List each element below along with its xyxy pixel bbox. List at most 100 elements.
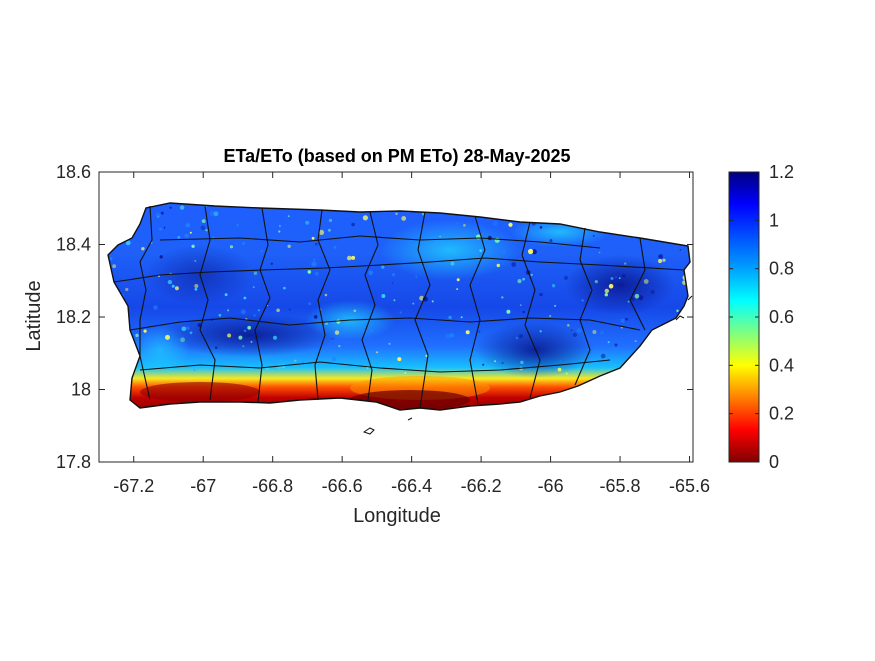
texture-speckle	[125, 240, 131, 246]
texture-speckle	[171, 284, 175, 288]
x-tick-label: -65.6	[669, 476, 710, 496]
texture-speckle	[576, 328, 582, 334]
y-tick-label: 18	[71, 380, 91, 400]
x-tick-label: -66.2	[461, 476, 502, 496]
texture-speckle	[362, 215, 368, 221]
texture-speckle	[631, 297, 635, 301]
texture-speckle	[333, 246, 337, 249]
texture-speckle	[530, 273, 533, 277]
texture-speckle	[608, 283, 614, 289]
texture-speckle	[283, 286, 286, 290]
texture-speckle	[314, 271, 319, 276]
offshore-islets	[362, 295, 693, 435]
texture-speckle	[549, 239, 553, 242]
texture-speckle	[460, 316, 463, 319]
texture-speckle	[181, 326, 187, 332]
texture-speckle	[594, 280, 598, 284]
texture-speckle	[334, 330, 340, 335]
texture-speckle	[391, 273, 396, 277]
texture-speckle	[465, 330, 470, 335]
texture-speckle	[135, 333, 139, 338]
texture-speckle	[260, 249, 264, 253]
texture-speckle	[224, 293, 228, 297]
texture-speckle	[557, 367, 562, 372]
texture-speckle	[676, 309, 679, 312]
texture-speckle	[482, 363, 485, 366]
texture-speckle	[496, 263, 500, 268]
texture-speckle	[247, 325, 252, 330]
texture-speckle	[456, 278, 460, 282]
texture-speckle	[307, 270, 312, 274]
texture-speckle	[242, 345, 245, 348]
texture-speckle	[518, 334, 524, 339]
texture-speckle	[511, 262, 517, 267]
colorbar-tick-label: 0.8	[769, 259, 794, 279]
texture-speckle	[479, 249, 483, 253]
y-axis-label: Latitude	[23, 280, 45, 351]
texture-speckle	[252, 286, 255, 288]
texture-speckle	[463, 224, 466, 227]
texture-speckle	[658, 254, 663, 259]
texture-speckle	[397, 357, 402, 362]
texture-speckle	[528, 248, 534, 255]
texture-speckle	[236, 223, 240, 227]
texture-speckle	[679, 249, 682, 251]
texture-speckle	[318, 229, 325, 235]
texture-speckle	[209, 211, 215, 216]
texture-speckle	[158, 275, 160, 278]
texture-speckle	[539, 330, 542, 333]
texture-speckle	[276, 308, 280, 313]
texture-speckle	[253, 314, 256, 317]
x-tick-label: -67	[190, 476, 216, 496]
texture-speckle	[600, 330, 604, 335]
texture-speckle	[381, 294, 386, 298]
texture-speckle	[287, 215, 290, 218]
texture-speckle	[313, 258, 316, 261]
texture-speckle	[662, 258, 666, 262]
texture-speckle	[604, 288, 609, 294]
x-tick-label: -67.2	[113, 476, 154, 496]
texture-speckle	[592, 234, 595, 237]
texture-speckle	[155, 212, 161, 218]
texture-speckle	[278, 230, 281, 233]
texture-speckle	[450, 261, 455, 266]
colorbar-tick-label: 1.2	[769, 162, 794, 182]
colorbar: 1.2 1 0.8 0.6 0.4 0.2 0	[728, 162, 794, 472]
texture-speckle	[153, 305, 158, 310]
x-axis-label: Longitude	[353, 505, 441, 527]
y-axis-ticks: 18.6 18.4 18.2 18 17.8	[56, 162, 693, 472]
texture-speckle	[125, 287, 129, 292]
texture-speckle	[559, 360, 562, 363]
texture-speckle	[185, 223, 191, 228]
texture-speckle	[218, 314, 222, 317]
texture-speckle	[241, 241, 245, 245]
texture-speckle	[625, 317, 628, 321]
texture-speckle	[193, 369, 196, 372]
texture-speckle	[368, 270, 374, 276]
texture-speckle	[112, 264, 116, 269]
texture-speckle	[634, 340, 637, 342]
texture-speckle	[634, 293, 640, 299]
texture-speckle	[531, 249, 537, 255]
texture-speckle	[551, 284, 556, 288]
texture-speckle	[501, 361, 504, 365]
texture-speckle	[194, 259, 197, 262]
texture-speckle	[169, 206, 172, 209]
texture-speckle	[257, 309, 260, 312]
municipality-boundaries	[107, 202, 691, 411]
y-tick-label: 17.8	[56, 452, 91, 472]
texture-speckle	[431, 300, 434, 303]
texture-speckle	[519, 304, 522, 306]
texture-speckle	[492, 221, 498, 226]
texture-speckle	[250, 340, 253, 343]
texture-speckle	[600, 353, 606, 359]
texture-speckle	[517, 279, 522, 284]
texture-speckle	[563, 275, 569, 280]
texture-speckle	[614, 343, 618, 347]
texture-speckle	[141, 247, 145, 251]
texture-speckle	[351, 255, 356, 260]
texture-speckle	[604, 293, 608, 297]
colorbar-tick-label: 0.4	[769, 355, 794, 375]
texture-speckle	[311, 236, 315, 240]
x-tick-label: -66.8	[252, 476, 293, 496]
